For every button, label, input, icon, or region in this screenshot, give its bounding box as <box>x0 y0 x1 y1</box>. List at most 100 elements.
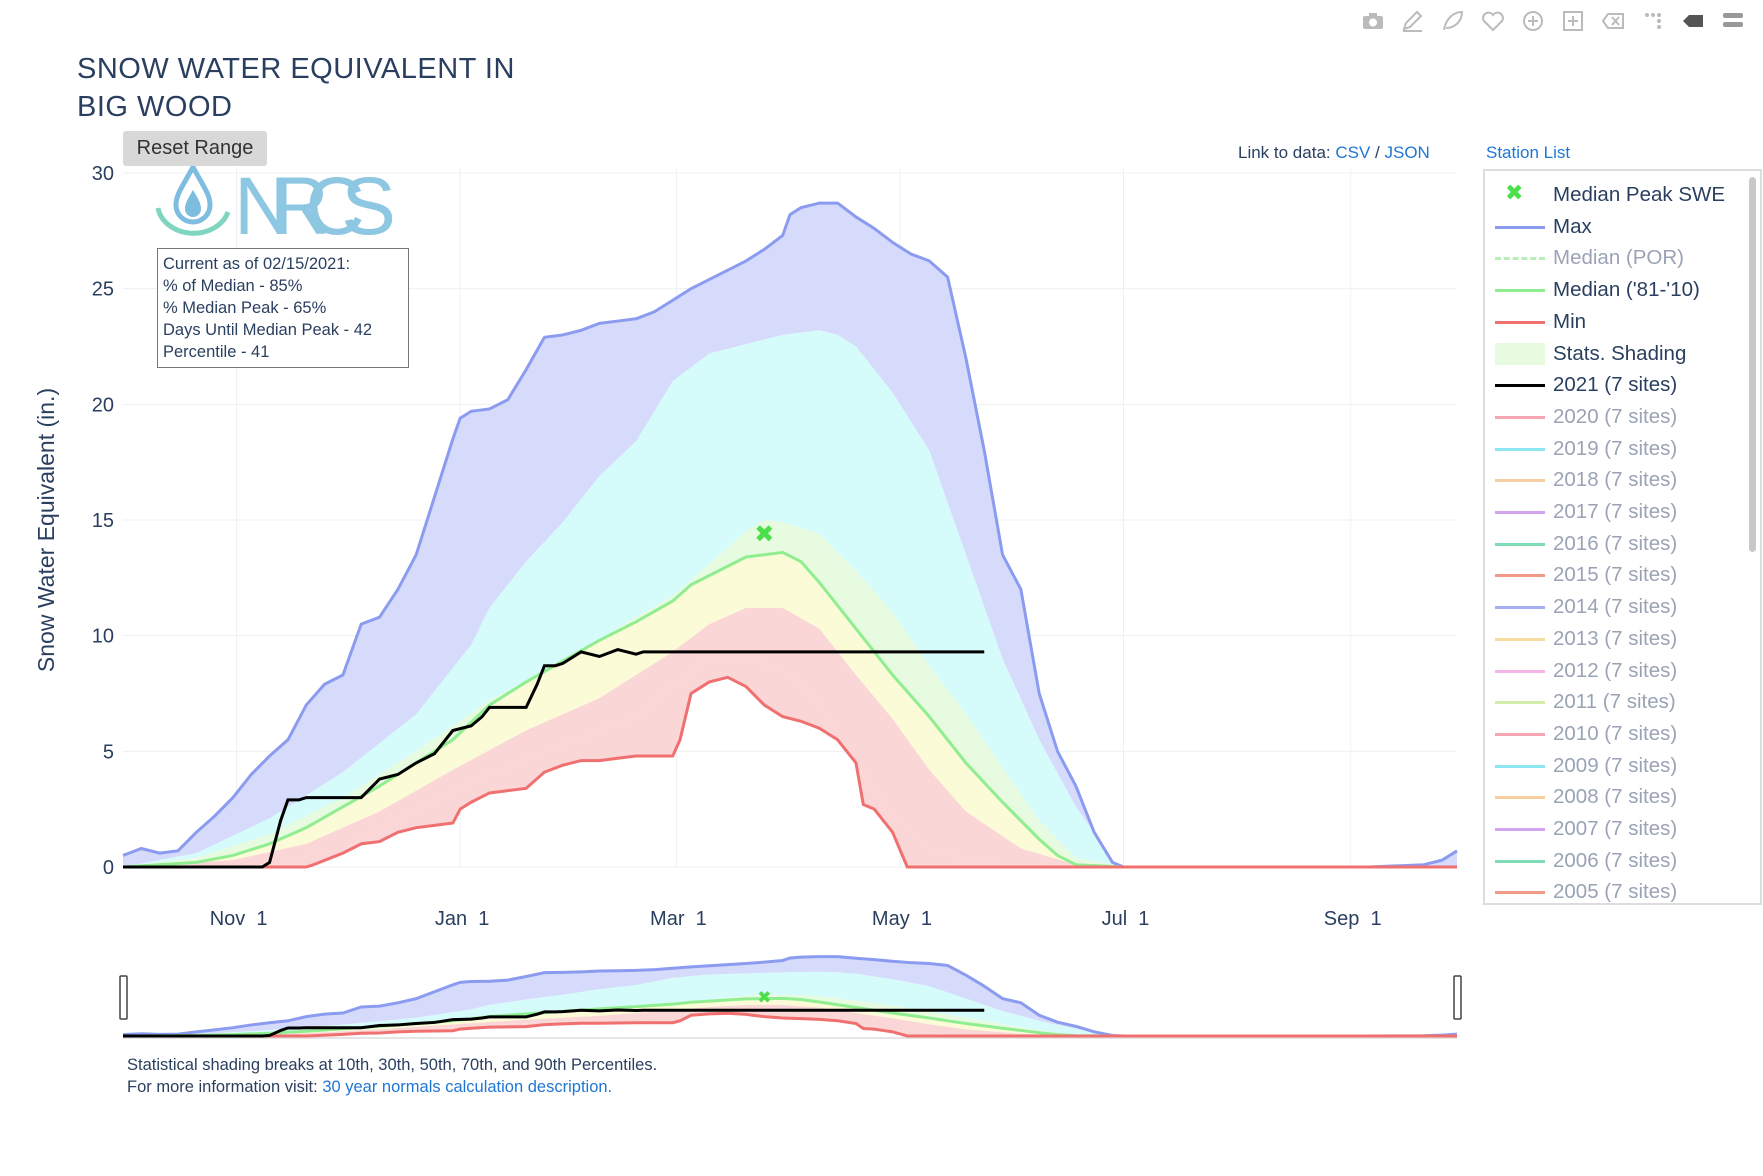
y-tick-label: 5 <box>103 741 114 763</box>
legend[interactable]: ✖ Median Peak SWE Max Median (POR) Median ('… <box>1483 169 1762 905</box>
legend-label: 2020 (7 sites) <box>1553 404 1678 428</box>
info-pct-median-peak: % Median Peak - 65% <box>163 299 327 317</box>
csv-link[interactable]: CSV <box>1335 143 1371 162</box>
legend-item[interactable]: 2009 (7 sites) <box>1485 750 1677 782</box>
legend-item[interactable]: Stats. Shading <box>1485 338 1686 370</box>
legend-label: Min <box>1553 309 1587 333</box>
legend-label: 2018 (7 sites) <box>1553 468 1678 492</box>
legend-item[interactable]: Max <box>1485 211 1592 243</box>
x-tick-label: Jan 1 <box>435 908 489 930</box>
legend-item[interactable]: 2016 (7 sites) <box>1485 528 1677 560</box>
legend-item[interactable]: 2017 (7 sites) <box>1485 496 1677 528</box>
info-days-until-peak: Days Until Median Peak - 42 <box>163 321 373 339</box>
legend-item[interactable]: 2012 (7 sites) <box>1485 655 1677 687</box>
legend-label: Median ('81-'10) <box>1553 278 1700 302</box>
legend-item[interactable]: Min <box>1485 306 1586 338</box>
legend-item[interactable]: 2020 (7 sites) <box>1485 401 1677 433</box>
y-tick-label: 20 <box>92 394 114 416</box>
legend-item[interactable]: 2013 (7 sites) <box>1485 623 1677 655</box>
legend-item[interactable]: 2011 (7 sites) <box>1485 686 1676 718</box>
legend-item[interactable]: 2021 (7 sites) <box>1485 369 1677 401</box>
legend-swatch <box>1485 623 1545 655</box>
chart-title: SNOW WATER EQUIVALENT IN BIG WOOD <box>77 50 515 126</box>
legend-item[interactable]: 2019 (7 sites) <box>1485 433 1677 465</box>
dots-icon[interactable] <box>1637 6 1669 36</box>
band-70-90 <box>123 330 1457 868</box>
range-handle-right[interactable] <box>1453 975 1462 1020</box>
band-90-max <box>123 203 1457 867</box>
legend-item[interactable]: 2005 (7 sites) <box>1485 876 1677 903</box>
legend-item[interactable]: Median ('81-'10) <box>1485 274 1700 306</box>
legend-label: 2016 (7 sites) <box>1553 531 1678 555</box>
legend-swatch <box>1485 306 1545 338</box>
range-max-line <box>122 955 1458 1038</box>
median-peak-marker: ✖ <box>754 520 774 548</box>
legend-swatch <box>1485 369 1545 401</box>
legend-swatch <box>1485 718 1545 750</box>
legend-swatch <box>1485 559 1545 591</box>
footer-shading-note: Statistical shading breaks at 10th, 30th… <box>127 1056 658 1074</box>
erase-icon[interactable] <box>1597 6 1629 36</box>
x-tick-label: Nov 1 <box>210 908 268 930</box>
legend-swatch <box>1485 338 1545 370</box>
legend-item[interactable]: 2010 (7 sites) <box>1485 718 1677 750</box>
legend-swatch <box>1485 686 1545 718</box>
legend-scrollbar[interactable] <box>1749 177 1756 552</box>
series-min-line <box>123 675 1457 869</box>
series-2021-line <box>123 647 985 869</box>
bars-icon[interactable] <box>1717 6 1749 36</box>
json-link[interactable]: JSON <box>1384 143 1430 162</box>
legend-label: Median (POR) <box>1553 246 1685 270</box>
legend-swatch <box>1485 845 1545 877</box>
legend-label: 2007 (7 sites) <box>1553 817 1678 840</box>
zoom-box-icon[interactable] <box>1557 6 1589 36</box>
reset-range-button[interactable]: Reset Range <box>123 131 267 166</box>
legend-label: 2019 (7 sites) <box>1553 436 1678 460</box>
normals-description-link[interactable]: 30 year normals calculation description. <box>322 1078 613 1096</box>
footer-notes: Statistical shading breaks at 10th, 30th… <box>127 1054 657 1098</box>
legend-label: 2012 (7 sites) <box>1553 658 1678 682</box>
y-tick-label: 0 <box>103 857 114 879</box>
leaf-icon[interactable] <box>1437 6 1469 36</box>
pencil-icon[interactable] <box>1397 6 1429 36</box>
legend-item[interactable]: ✖ Median Peak SWE <box>1485 179 1725 211</box>
modebar <box>1357 6 1749 36</box>
data-link-separator: / <box>1370 143 1385 162</box>
legend-item[interactable]: 2014 (7 sites) <box>1485 591 1677 623</box>
camera-icon[interactable] <box>1357 6 1389 36</box>
logo-drop-outer <box>173 161 213 225</box>
legend-item[interactable]: Median (POR) <box>1485 242 1684 274</box>
axes: 0 5 10 15 20 25 30 Nov 1 Jan 1 Mar 1 May 1 Jul 1 Sep… <box>33 163 1382 930</box>
legend-swatch <box>1485 528 1545 560</box>
range-slider: ✖ <box>119 955 1462 1039</box>
legend-label: 2021 (7 sites) <box>1553 373 1678 397</box>
logo-drop-inner <box>185 190 201 217</box>
x-tick-label: Sep 1 <box>1324 908 1382 930</box>
current-status-box: Current as of 02/15/2021: % of Median - … <box>157 248 409 368</box>
legend-item[interactable]: 2018 (7 sites) <box>1485 464 1677 496</box>
data-link-prefix: Link to data: <box>1238 143 1336 162</box>
series-median-line <box>122 550 1457 869</box>
legend-swatch <box>1485 433 1545 465</box>
legend-item[interactable]: 2015 (7 sites) <box>1485 559 1677 591</box>
station-list-link[interactable]: Station List <box>1486 143 1571 162</box>
legend-label: 2010 (7 sites) <box>1553 721 1678 745</box>
tag-icon[interactable] <box>1677 6 1709 36</box>
y-tick-label: 30 <box>92 163 114 185</box>
y-axis-title: Snow Water Equivalent (in.) <box>33 388 59 672</box>
legend-swatch <box>1485 781 1545 813</box>
legend-item[interactable]: 2006 (7 sites) <box>1485 845 1677 877</box>
zoom-in-icon[interactable] <box>1517 6 1549 36</box>
median-peak-x: ✖ <box>754 520 774 548</box>
range-handle-left[interactable] <box>119 975 128 1020</box>
legend-swatch <box>1485 655 1545 687</box>
footer-info-prefix: For more information visit: <box>127 1078 323 1096</box>
x-tick-label: May 1 <box>872 908 932 930</box>
legend-item[interactable]: 2007 (7 sites) <box>1485 813 1677 845</box>
legend-x-icon: ✖ <box>1505 181 1524 206</box>
legend-item[interactable]: 2008 (7 sites) <box>1485 781 1677 813</box>
heart-icon[interactable] <box>1477 6 1509 36</box>
legend-label: 2017 (7 sites) <box>1553 500 1678 523</box>
legend-label: Stats. Shading <box>1553 341 1687 365</box>
